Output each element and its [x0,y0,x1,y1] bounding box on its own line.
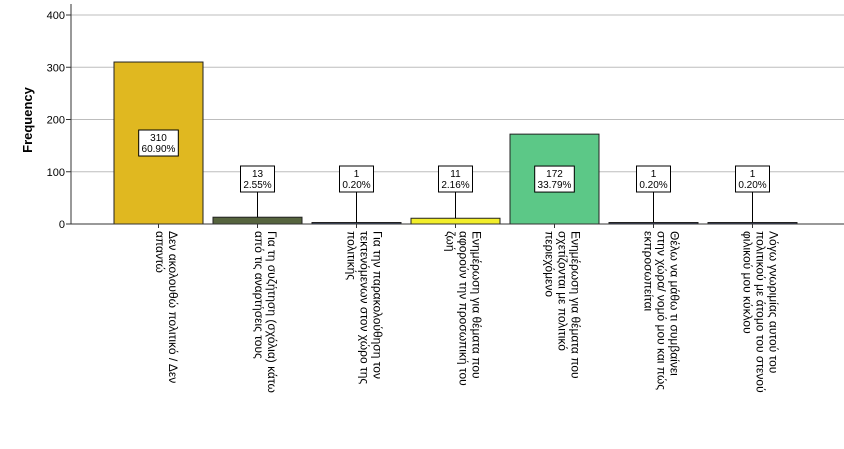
data-label-count: 310 [150,133,167,144]
data-label-box [339,165,374,193]
data-label-count: 172 [546,169,563,180]
bar [212,216,303,225]
category-label-line: Για τη συζήτηση (σχόλια) κάτω [265,231,279,393]
category-label-line: τεκτενόμενων στον χώρο της [358,231,372,384]
bar [410,217,501,225]
data-label-box [138,129,179,157]
data-label-percent: 60.90% [142,144,176,155]
data-label-percent: 2.55% [243,180,271,191]
y-tick-label: 100 [47,167,65,179]
category-label-line: αφορούν την προσωπική του [457,231,471,386]
data-label-count: 1 [651,169,657,180]
data-label-box [534,165,575,193]
data-label-count: 11 [450,169,461,180]
category-label-line: Ενημέρωση για θέματα που [470,231,484,379]
data-label-percent: 2.16% [441,180,469,191]
data-label-percent: 0.20% [639,180,667,191]
data-label-percent: 33.79% [538,180,572,191]
data-label-percent: 0.20% [342,180,370,191]
category-label-line: περιεχόμενο [543,231,557,297]
data-labels: 31060.90%132.55%10.20%112.16%17233.79%10… [138,129,770,223]
category-label-line: Θέλω να μάθω τι συμβαίνει [668,231,682,376]
category-label-line: Λόγω γνωριμίας αυτού του [767,231,781,373]
category-label-line: ζωή [444,231,458,252]
data-label-box [438,165,473,193]
data-label-count: 13 [252,169,264,180]
category-label-line: Ενημέρωση για θέματα που [569,231,583,379]
category-label-line: από τις αναρτήσεις τους [252,231,266,359]
data-label-box [735,165,770,193]
category-label-line: πολιτικού με άτομο του στενού [754,231,768,393]
category-label-line: απαντώ [153,231,167,273]
data-label-box [240,165,275,193]
data-label-count: 1 [354,169,360,180]
y-axis-title: Frequency [20,86,35,153]
y-tick-label: 300 [47,62,65,74]
category-label-line: στην χώρα/ νομό μου και πώς [655,231,669,390]
category-label-line: σχετίζονται με πολιτικό [556,231,570,351]
category-label-line: Δεν ακολουθώ πολιτικό / Δεν [166,231,180,383]
y-tick-label: 400 [47,10,65,22]
y-tick-label: 200 [47,115,65,127]
data-label-percent: 0.20% [738,180,766,191]
category-label-line: Για την παρακολούθηση τον [371,231,385,379]
category-label-line: πολιτικής [345,231,359,280]
axes: 0 100 200 300 400 [47,4,844,231]
category-label-line: φιλικού μου κύκλου [741,231,755,334]
data-label-count: 1 [750,169,756,180]
y-tick-label: 0 [59,219,65,231]
data-label-box [636,165,671,193]
category-label-line: εκπροσωπείται [642,231,656,312]
